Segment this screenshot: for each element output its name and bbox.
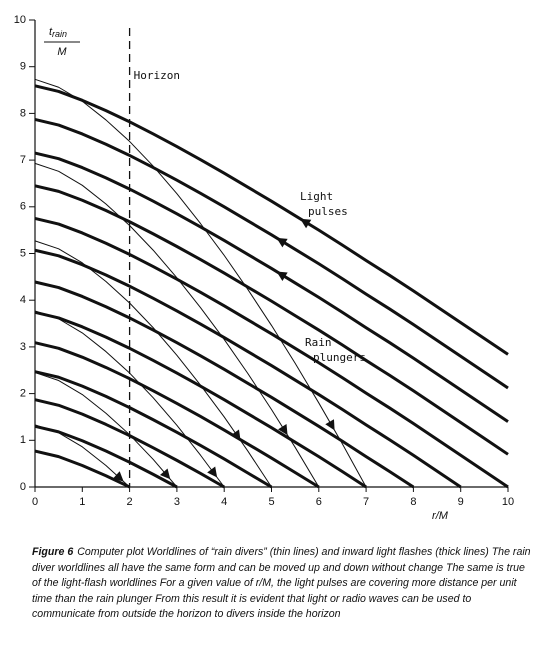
x-tick-label: 4	[221, 496, 227, 508]
arrowhead	[112, 471, 124, 482]
rain-diver-line	[34, 78, 367, 488]
light-pulse-line	[34, 370, 273, 489]
annotation: pulses	[308, 205, 348, 218]
y-axis-label-subscript: rain	[52, 29, 67, 39]
light-pulse-line	[34, 424, 178, 489]
arrowhead	[278, 424, 288, 436]
rain-diver-line	[34, 240, 272, 488]
annotation: Rain	[305, 336, 332, 349]
x-tick-label: 8	[410, 496, 416, 508]
arrowhead	[159, 468, 171, 480]
light-pulse-line	[34, 310, 367, 489]
x-tick-label: 6	[316, 496, 322, 508]
y-axis-label-t: t	[49, 26, 53, 38]
y-tick-label: 1	[20, 434, 26, 446]
light-pulse-line	[34, 84, 509, 356]
light-pulse-line	[34, 151, 509, 423]
rain-diver-line	[34, 424, 130, 488]
light-pulse-line	[34, 217, 509, 489]
chart: train M r/M 0 1 2 3 4 5 6 7 8 9 10 0 1 2 3 4 5 6 7 8 9 10 Hori…	[14, 14, 514, 522]
y-tick-label: 9	[20, 61, 26, 73]
light-pulse-line	[34, 118, 509, 390]
annotation: Light	[300, 190, 333, 203]
x-tick-label: 2	[127, 496, 133, 508]
x-tick-label: 5	[268, 496, 274, 508]
light-pulse-line	[34, 248, 462, 489]
annotation: plungers	[313, 351, 366, 364]
x-tick-label: 7	[363, 496, 369, 508]
y-tick-label: 5	[20, 247, 26, 259]
x-tick-label: 3	[174, 496, 180, 508]
arrowhead	[207, 466, 218, 478]
arrowhead	[230, 429, 241, 441]
arrowhead	[325, 419, 335, 431]
light-pulse-line	[34, 449, 131, 489]
y-axis-label-numerator: train	[49, 26, 67, 39]
y-tick-label: 7	[20, 154, 26, 166]
arrowhead	[300, 218, 312, 229]
rain-diver-line	[34, 372, 178, 488]
light-pulse-line	[34, 398, 225, 489]
light-pulse-line	[34, 341, 320, 489]
x-tick-label: 9	[458, 496, 464, 508]
y-tick-label: 2	[20, 388, 26, 400]
x-tick-label: 0	[32, 496, 38, 508]
x-tick-label: 1	[79, 496, 85, 508]
horizon-label: Horizon	[134, 69, 180, 82]
light-pulse-line	[34, 280, 415, 489]
caption-text: Computer plot Worldlines of “rain divers…	[32, 546, 531, 620]
y-tick-label: 4	[20, 294, 26, 306]
x-axis-label: r/M	[432, 510, 449, 522]
arrowhead	[276, 271, 288, 281]
y-tick-label: 3	[20, 341, 26, 353]
y-axis-label-denominator: M	[57, 46, 67, 58]
caption-label: Figure 6	[32, 546, 74, 558]
light-pulse-line	[34, 184, 509, 456]
y-tick-label: 8	[20, 107, 26, 119]
y-tick-label: 0	[20, 481, 26, 493]
rain-diver-line	[34, 162, 320, 488]
x-tick-label: 10	[502, 496, 514, 508]
caption: Figure 6 Computer plot Worldlines of “rai…	[32, 545, 532, 623]
y-tick-label: 6	[20, 201, 26, 213]
arrowhead	[276, 237, 288, 248]
y-tick-label: 10	[14, 14, 26, 26]
rain-diver-line	[34, 310, 225, 488]
